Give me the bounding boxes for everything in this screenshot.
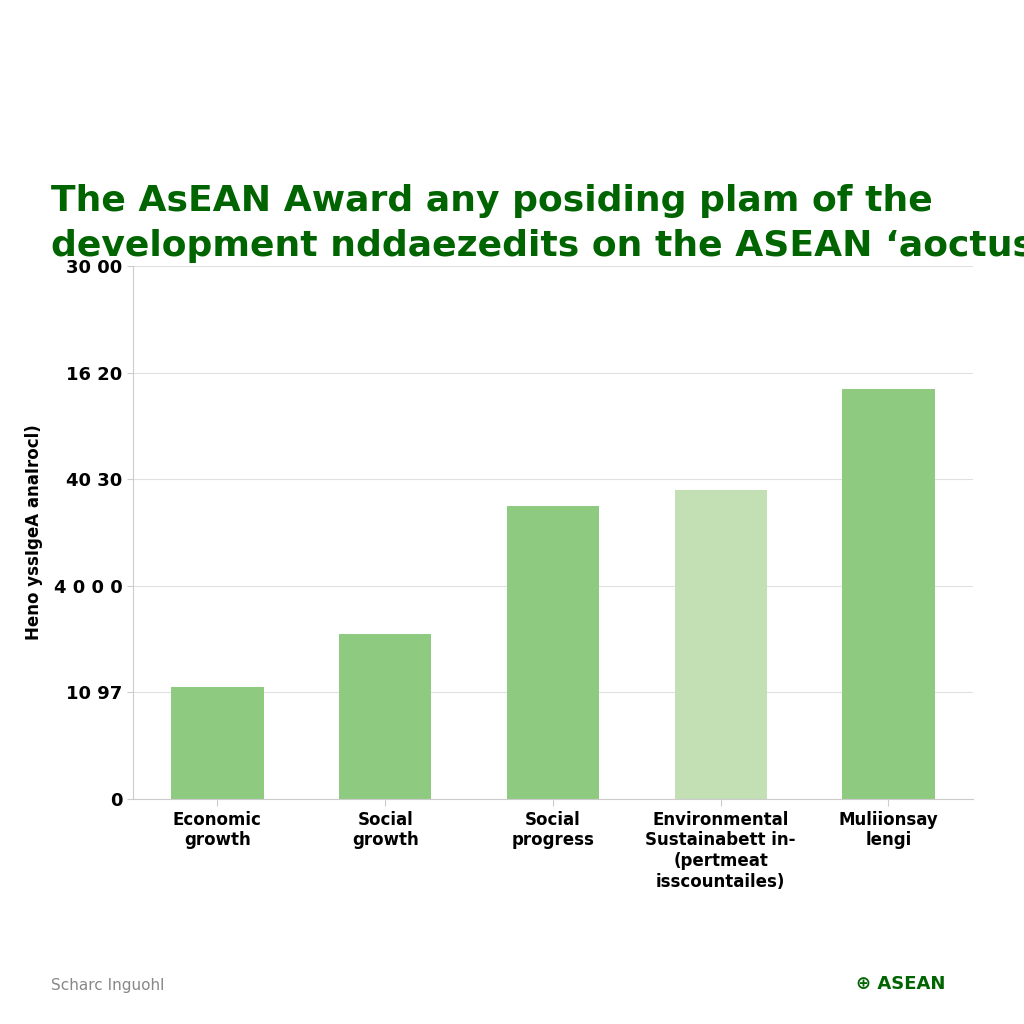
Text: ⊕ ASEAN: ⊕ ASEAN [856,975,946,993]
Bar [171,687,263,799]
Bar [339,634,431,799]
Bar [675,489,767,799]
Bar [507,506,599,799]
Text: Scharc Inguohl: Scharc Inguohl [51,978,165,993]
Y-axis label: Heno yssIgeA anaIrocl): Heno yssIgeA anaIrocl) [25,425,43,640]
Text: The AsEAN Award any posiding plam of the
development nddaezedits on the ASEAN ‘a: The AsEAN Award any posiding plam of the… [51,184,1024,263]
Bar [843,389,935,799]
